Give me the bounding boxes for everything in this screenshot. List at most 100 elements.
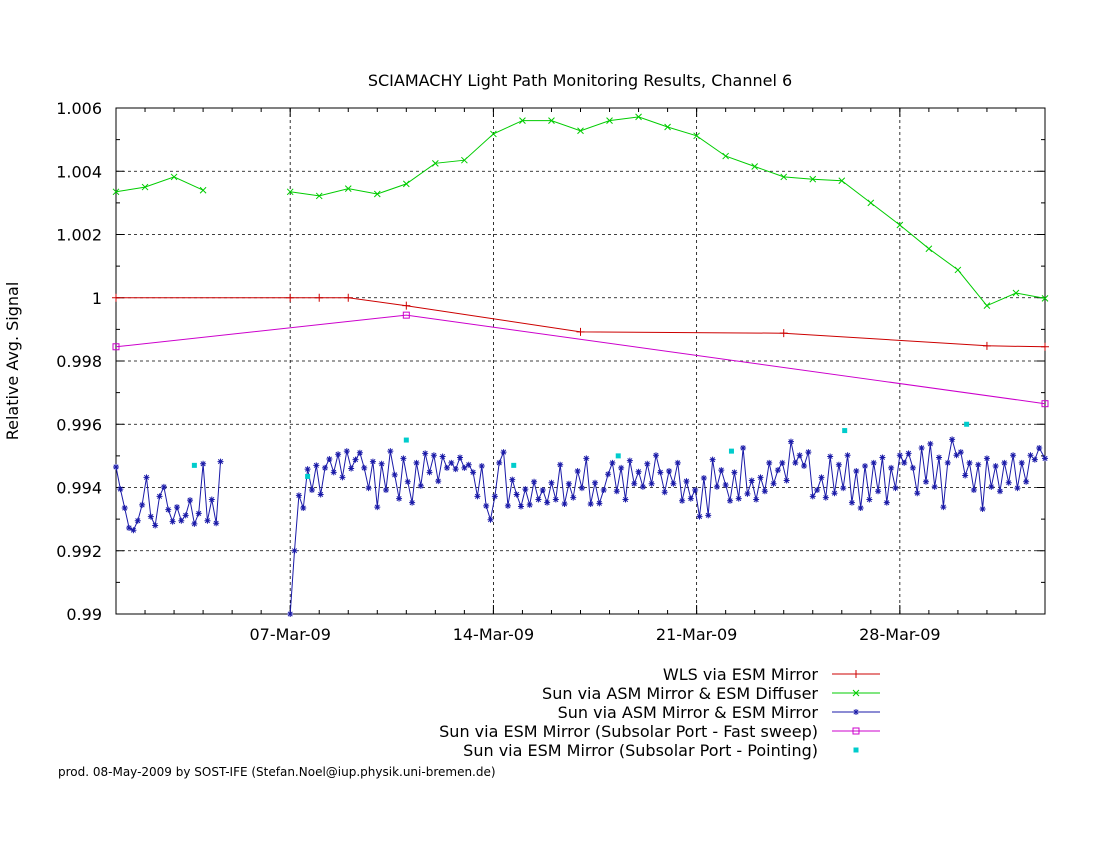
point-marker [809,175,817,183]
point-marker [343,448,350,455]
point-marker [944,459,951,466]
point-marker [557,461,564,468]
point-marker [936,454,943,461]
point-marker [378,460,385,467]
point-marker [618,464,625,471]
point-marker [780,173,788,181]
point-marker [879,454,886,461]
point-marker [622,496,629,503]
point-marker [570,494,577,501]
point-marker [1018,459,1025,466]
y-tick-label: 0.998 [56,352,102,371]
x-tick-label: 28-Mar-09 [859,625,940,644]
point-marker [606,117,613,125]
point-marker [291,547,298,554]
point-marker [112,343,120,351]
point-marker [940,504,947,511]
point-marker [213,520,220,527]
series-3 [113,436,1048,617]
point-marker [552,496,559,503]
point-marker [1042,455,1048,462]
point-marker [683,478,690,485]
point-marker [404,478,411,485]
x-tick-label: 07-Mar-09 [249,625,330,644]
point-marker [751,163,759,170]
point-marker [565,480,572,487]
legend-label: Sun via ESM Mirror (Subsolar Port - Fast… [439,722,818,741]
footer-credit: prod. 08-May-2009 by SOST-IFE (Stefan.No… [58,765,496,779]
point-marker [966,459,973,466]
point-marker [304,466,311,473]
point-marker [286,188,294,196]
point-marker [365,485,372,492]
point-marker [953,452,960,459]
point-marker [700,475,707,482]
point-marker [596,500,603,507]
point-marker [300,505,307,512]
y-tick-label: 0.994 [56,479,102,498]
point-marker [914,490,921,497]
point-marker [217,458,224,465]
point-marker [170,173,178,181]
point-marker [605,471,612,478]
point-marker [666,468,673,475]
series-layer [112,113,1049,617]
point-marker [344,185,352,192]
point-marker [853,709,859,715]
point-marker [674,459,681,466]
point-marker [988,483,995,490]
point-marker [888,464,895,471]
point-marker [975,461,982,468]
point-marker [369,458,376,465]
y-tick-label: 0.99 [66,605,102,624]
legend-label: Sun via ESM Mirror (Subsolar Port - Poin… [463,741,818,760]
point-marker [809,493,816,500]
point-marker [840,485,847,492]
point-marker [435,478,442,485]
point-marker [779,329,788,338]
point-marker [774,467,781,474]
legend-label: Sun via ASM Mirror & ESM Mirror [558,703,819,722]
point-marker [901,459,908,466]
point-marker [204,517,211,524]
point-marker [295,492,302,499]
point-marker [139,501,146,508]
ticks: 0.99 0.992 0.994 0.996 0.998 1 1.002 1.004 1.006… [56,99,1046,644]
point-marker [1041,342,1049,351]
point-marker [500,449,507,456]
point-marker [200,460,207,467]
point-marker [490,130,497,138]
point-marker [315,192,323,200]
point-marker [692,487,699,494]
point-marker [113,463,119,470]
point-marker [374,504,381,511]
point-marker [664,123,671,131]
point-marker [470,469,477,476]
point-marker [748,477,755,484]
point-marker [169,518,176,525]
point-marker [783,477,790,484]
point-marker [409,499,416,506]
point-marker [1012,289,1020,297]
point-marker [308,487,315,494]
point-marker [178,517,185,524]
point-marker [531,478,538,485]
point-marker [487,516,494,523]
point-marker [867,199,875,207]
point-marker [156,493,163,500]
point-marker [679,497,686,504]
point-marker [727,497,734,504]
point-marker [519,117,526,125]
point-marker [195,510,202,517]
point-marker [352,456,359,463]
point-marker [402,301,411,310]
point-marker [134,517,141,524]
point-marker [326,456,333,463]
point-marker [335,451,342,458]
point-marker [126,524,133,531]
point-marker [731,469,738,476]
point-marker [657,469,664,476]
point-marker [852,689,860,697]
point-marker [548,479,555,486]
point-marker [287,611,294,617]
